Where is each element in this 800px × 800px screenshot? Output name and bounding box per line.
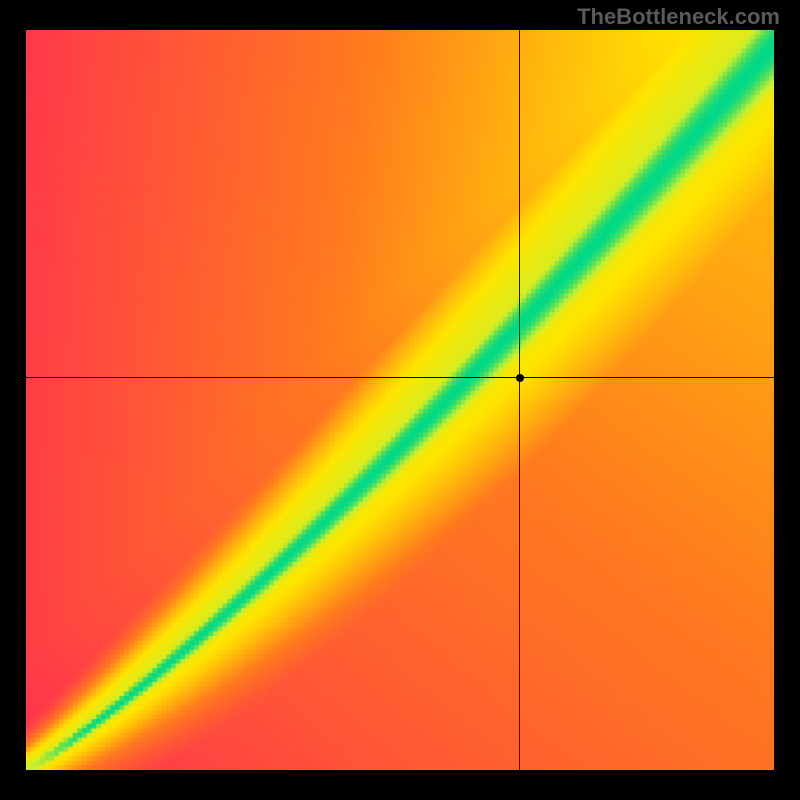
marker-dot [516,374,524,382]
heatmap-canvas [26,30,774,770]
watermark-text: TheBottleneck.com [577,4,780,30]
chart-container: TheBottleneck.com [0,0,800,800]
crosshair-horizontal [26,377,774,378]
crosshair-vertical [519,30,520,770]
